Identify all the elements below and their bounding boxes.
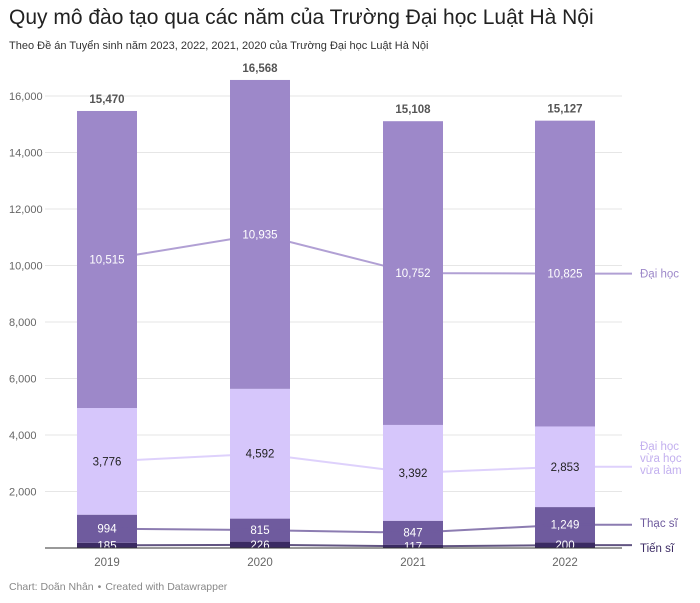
y-tick-label: 16,000 bbox=[9, 91, 43, 103]
legend-label-line: Tiến sĩ bbox=[640, 543, 675, 555]
legend-label-line: vừa học bbox=[640, 453, 682, 465]
data-label-dai-hoc: 10,515 bbox=[89, 254, 124, 266]
legend-label-thac-si: Thạc sĩ bbox=[640, 518, 679, 530]
data-label-dai-hoc: 10,935 bbox=[242, 229, 277, 241]
data-label-thac-si: 815 bbox=[250, 525, 269, 537]
series-line-tien-si bbox=[106, 543, 632, 548]
total-label: 15,108 bbox=[395, 104, 431, 116]
data-label-thac-si: 847 bbox=[403, 528, 422, 540]
x-tick-label: 2020 bbox=[247, 557, 273, 569]
legend-label-dai-hoc-vua-hoc-vua-lam: Đại học vừa học vừa làm bbox=[640, 441, 682, 477]
footer-separator: • bbox=[97, 581, 102, 593]
y-tick-label: 4,000 bbox=[9, 430, 37, 442]
data-label-tien-si: 117 bbox=[404, 541, 422, 553]
y-tick-label: 14,000 bbox=[9, 148, 43, 160]
data-label-dai-hoc-vua-hoc-vua-lam: 3,776 bbox=[93, 456, 122, 468]
created-with-text: Created with Datawrapper bbox=[105, 581, 228, 593]
data-label-dai-hoc-vua-hoc-vua-lam: 4,592 bbox=[246, 449, 275, 461]
data-label-tien-si: 185 bbox=[97, 540, 116, 552]
data-label-dai-hoc-vua-hoc-vua-lam: 2,853 bbox=[551, 462, 580, 474]
data-label-tien-si: 200 bbox=[555, 540, 574, 552]
data-label-thac-si: 1,249 bbox=[551, 520, 580, 532]
series-line-dai-hoc-vua-hoc-vua-lam bbox=[106, 452, 632, 474]
x-tick-label: 2021 bbox=[400, 557, 426, 569]
y-tick-label: 2,000 bbox=[9, 487, 37, 499]
y-tick-label: 8,000 bbox=[9, 317, 37, 329]
legend-label-line: vừa làm bbox=[640, 465, 682, 477]
y-tick-label: 6,000 bbox=[9, 374, 37, 386]
series-line-dai-hoc bbox=[106, 233, 632, 275]
data-label-tien-si: 226 bbox=[250, 540, 269, 552]
legend-label-line: Thạc sĩ bbox=[640, 518, 679, 530]
y-tick-label: 12,000 bbox=[9, 204, 43, 216]
chart-footer: Chart: Doãn Nhân • Created with Datawrappe… bbox=[9, 581, 227, 593]
legend-label-line: Đại học bbox=[640, 269, 679, 281]
data-label-dai-hoc: 10,752 bbox=[395, 268, 430, 280]
chart-subtitle: Theo Đề án Tuyển sinh năm 2023, 2022, 20… bbox=[9, 40, 429, 52]
y-tick-label: 10,000 bbox=[9, 261, 43, 273]
x-tick-label: 2022 bbox=[552, 557, 578, 569]
legend-label-dai-hoc: Đại học bbox=[640, 269, 679, 281]
series-line-thac-si bbox=[106, 523, 632, 534]
data-label-thac-si: 994 bbox=[97, 524, 117, 536]
data-label-dai-hoc-vua-hoc-vua-lam: 3,392 bbox=[399, 468, 428, 480]
data-label-dai-hoc: 10,825 bbox=[547, 269, 582, 281]
legend-label-tien-si: Tiến sĩ bbox=[640, 543, 675, 555]
chart-title: Quy mô đào tạo qua các năm của Trường Đạ… bbox=[9, 6, 594, 29]
legend-label-line: Đại học bbox=[640, 441, 679, 453]
x-tick-label: 2019 bbox=[94, 557, 120, 569]
total-label: 15,127 bbox=[547, 104, 582, 116]
total-label: 15,470 bbox=[89, 94, 124, 106]
total-label: 16,568 bbox=[242, 63, 278, 75]
credit-text: Chart: Doãn Nhân bbox=[9, 581, 94, 593]
